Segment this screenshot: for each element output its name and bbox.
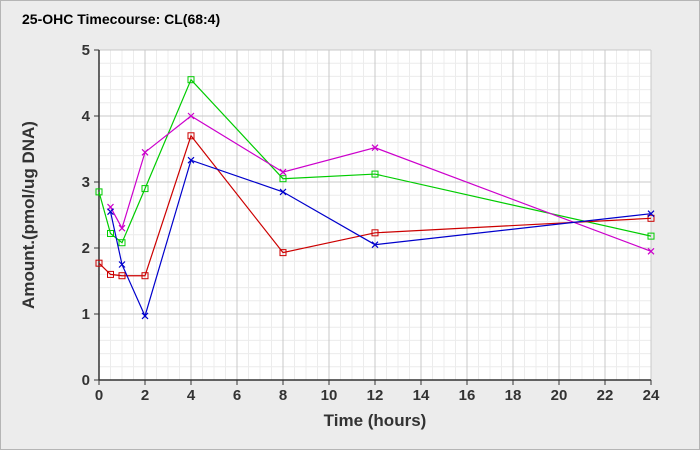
data-point xyxy=(371,170,379,178)
x-tick-label: 14 xyxy=(413,387,430,404)
x-tick-label: 16 xyxy=(459,387,476,404)
data-point xyxy=(187,76,195,84)
data-point xyxy=(118,272,126,280)
x-tick-label: 20 xyxy=(551,387,568,404)
data-point xyxy=(141,312,149,320)
data-point xyxy=(118,239,126,247)
x-tick-label: 10 xyxy=(321,387,338,404)
y-tick-label: 4 xyxy=(82,108,91,125)
data-point xyxy=(187,132,195,140)
y-axis-label: Amount.(pmol/ug DNA) xyxy=(19,121,38,309)
data-point xyxy=(118,224,126,232)
data-point xyxy=(95,259,103,267)
data-point xyxy=(187,156,195,164)
axes xyxy=(94,49,652,385)
series-group xyxy=(95,76,655,320)
x-tick-labels: 0 2 4 6 8 10 12 14 16 18 20 22 24 xyxy=(95,387,660,404)
data-point xyxy=(107,208,114,216)
x-tick-label: 12 xyxy=(367,387,384,404)
data-point xyxy=(371,144,379,152)
data-point xyxy=(279,188,287,196)
data-point xyxy=(107,270,114,278)
data-point xyxy=(647,247,655,255)
y-tick-label: 1 xyxy=(82,306,90,323)
x-tick-label: 18 xyxy=(505,387,522,404)
y-tick-label: 5 xyxy=(82,42,90,59)
x-tick-label: 2 xyxy=(141,387,149,404)
data-point xyxy=(647,232,655,240)
data-point xyxy=(647,214,655,222)
x-tick-label: 4 xyxy=(187,387,196,404)
data-point xyxy=(371,229,379,237)
data-point xyxy=(647,210,655,218)
x-tick-label: 22 xyxy=(597,387,614,404)
y-tick-labels: 0 1 2 3 4 5 xyxy=(82,42,91,389)
data-point xyxy=(141,272,149,280)
data-point xyxy=(279,249,287,257)
y-tick-label: 0 xyxy=(82,372,90,389)
data-point xyxy=(141,185,149,193)
x-tick-label: 8 xyxy=(279,387,287,404)
chart-title: 25-OHC Timecourse: CL(68:4) xyxy=(22,11,220,27)
x-tick-label: 0 xyxy=(95,387,103,404)
x-tick-label: 6 xyxy=(233,387,241,404)
data-point xyxy=(187,112,195,120)
data-point xyxy=(279,168,287,176)
series-4 xyxy=(107,156,655,320)
data-point xyxy=(107,229,114,237)
data-point xyxy=(118,261,126,268)
series-2 xyxy=(107,112,655,255)
data-point xyxy=(279,175,287,183)
data-point xyxy=(141,148,149,156)
data-point xyxy=(95,188,103,196)
data-point xyxy=(371,241,379,249)
y-tick-label: 2 xyxy=(82,240,90,257)
y-tick-label: 3 xyxy=(82,174,90,191)
x-tick-label: 24 xyxy=(643,387,660,404)
x-axis-label: Time (hours) xyxy=(324,411,427,430)
